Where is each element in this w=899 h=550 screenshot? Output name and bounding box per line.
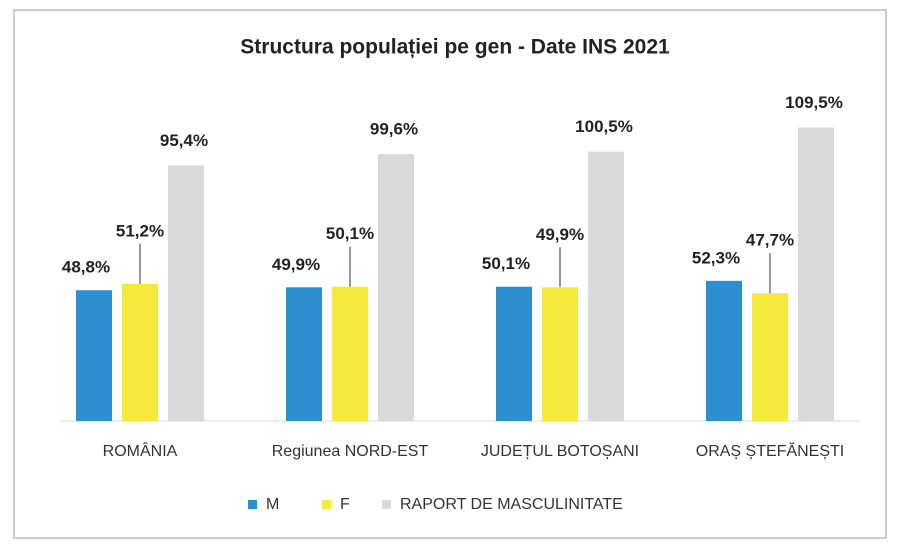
data-label: 49,9% bbox=[272, 255, 320, 274]
bar bbox=[168, 165, 204, 421]
legend-label: F bbox=[340, 496, 350, 513]
bar bbox=[76, 290, 112, 421]
data-label: 48,8% bbox=[62, 258, 110, 277]
x-tick-label: Regiunea NORD-EST bbox=[272, 443, 429, 460]
bar bbox=[798, 127, 834, 421]
data-label: 100,5% bbox=[575, 117, 633, 136]
bar bbox=[122, 283, 158, 421]
legend-swatch bbox=[382, 500, 391, 509]
bar bbox=[496, 286, 532, 421]
data-label: 95,4% bbox=[160, 131, 208, 150]
bar bbox=[286, 287, 322, 421]
bar bbox=[706, 280, 742, 421]
chart-title: Structura populației pe gen - Date INS 2… bbox=[240, 36, 670, 59]
legend-label: RAPORT DE MASCULINITATE bbox=[400, 496, 623, 513]
data-label: 50,1% bbox=[482, 254, 530, 273]
data-label: 50,1% bbox=[326, 224, 374, 243]
legend-label: M bbox=[266, 496, 279, 513]
data-label: 51,2% bbox=[116, 221, 164, 240]
bar bbox=[752, 293, 788, 421]
bar bbox=[332, 286, 368, 421]
data-label: 49,9% bbox=[536, 225, 584, 244]
bar bbox=[378, 154, 414, 421]
x-tick-label: JUDEȚUL BOTOȘANI bbox=[481, 443, 639, 460]
data-label: 109,5% bbox=[785, 93, 843, 112]
chart-border bbox=[13, 9, 887, 539]
legend-swatch bbox=[248, 500, 257, 509]
data-label: 52,3% bbox=[692, 248, 740, 267]
legend-swatch bbox=[322, 500, 331, 509]
bar bbox=[542, 287, 578, 421]
x-tick-label: ROMÂNIA bbox=[103, 441, 178, 460]
data-label: 47,7% bbox=[746, 231, 794, 250]
data-label: 99,6% bbox=[370, 120, 418, 139]
bar bbox=[588, 151, 624, 421]
x-tick-label: ORAȘ ȘTEFĂNEȘTI bbox=[696, 441, 844, 460]
